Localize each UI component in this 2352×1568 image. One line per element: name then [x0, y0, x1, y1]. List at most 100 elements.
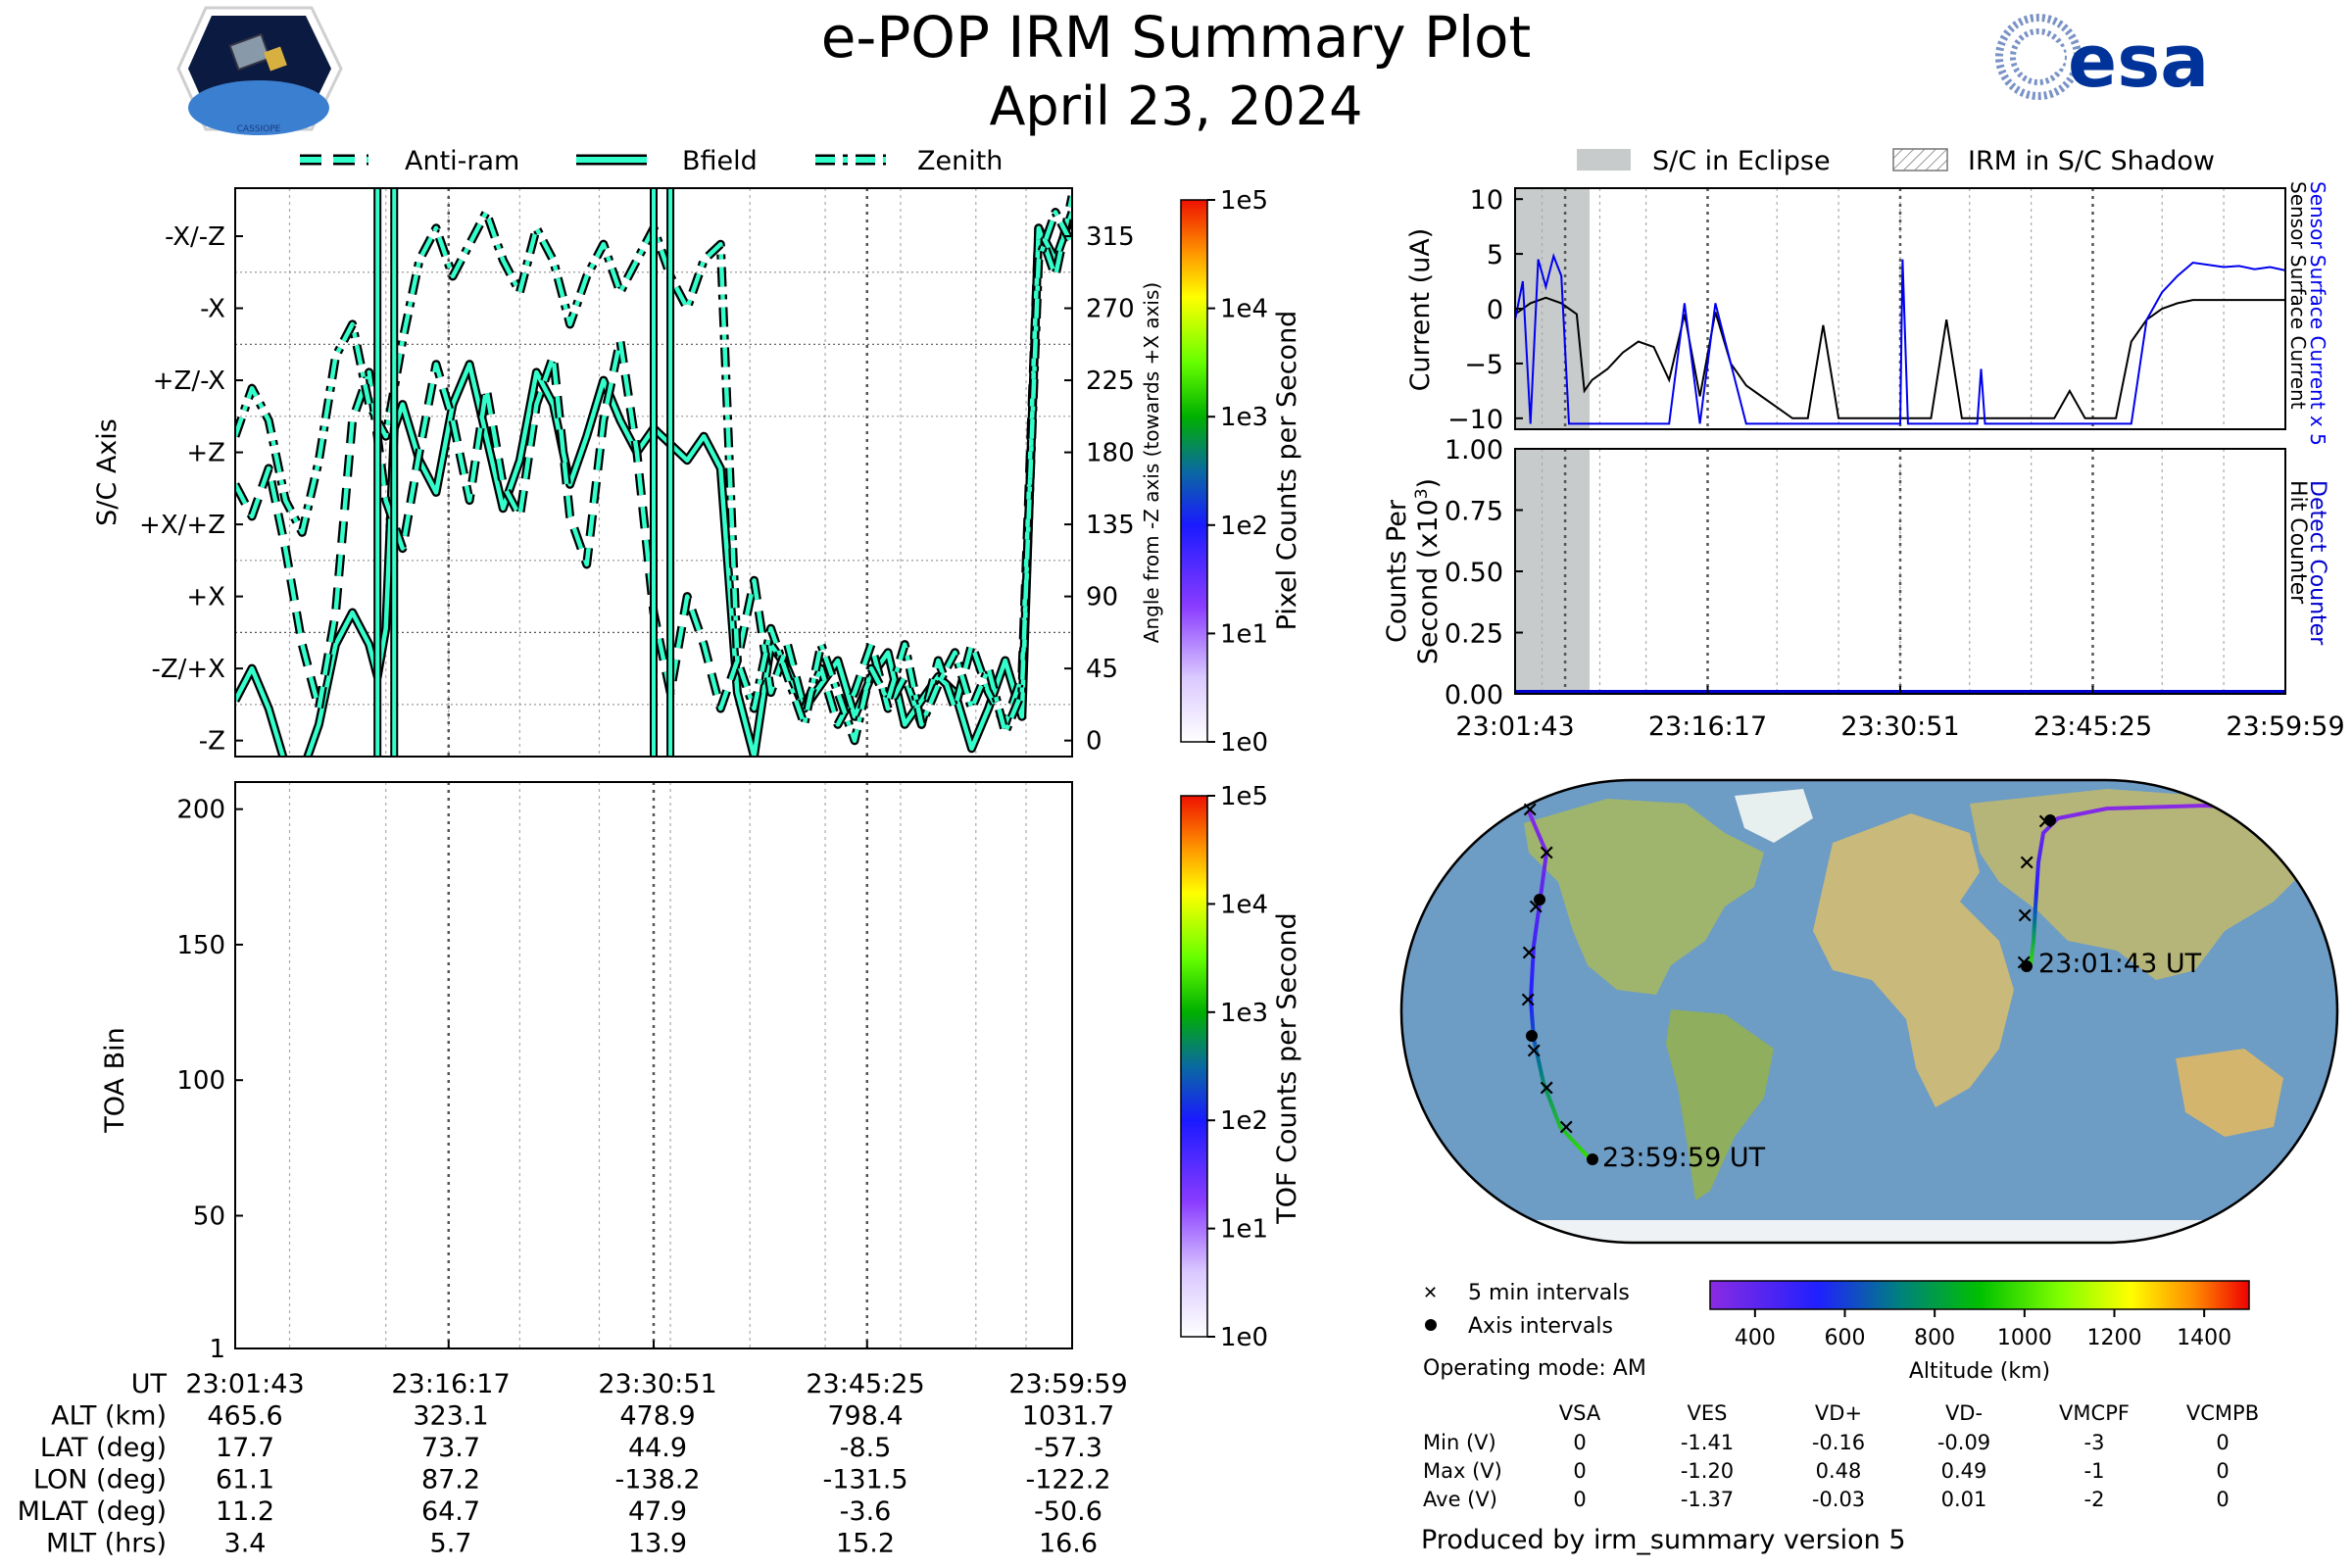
voltage-cell: 0 [1573, 1431, 1586, 1454]
eph-cell: 13.9 [628, 1529, 687, 1559]
legend-zenith: Zenith [917, 146, 1003, 176]
voltage-cell: 0 [2216, 1431, 2229, 1454]
sc-axis-left-tick: +Z/-X [153, 367, 225, 396]
legend-bfield: Bfield [682, 146, 758, 176]
dot-marker-icon [1587, 1153, 1598, 1165]
voltage-cell: 0 [2216, 1488, 2229, 1511]
eph-cell: 87.2 [421, 1465, 480, 1495]
pixel-colorbar: 1e5 1e4 1e3 1e2 1e1 1e0 Pixel Counts per Seco… [1180, 186, 1302, 758]
counts-xtick: 23:16:17 [1648, 711, 1767, 742]
current-tick: 5 [1487, 240, 1503, 270]
voltage-cell: -0.03 [1812, 1488, 1865, 1511]
sc-axis-ylabel: S/C Axis [92, 418, 122, 526]
eph-row-label: LAT (deg) [40, 1433, 167, 1463]
voltage-cell: 0.48 [1816, 1459, 1862, 1483]
esa-logo: esa [1995, 14, 2209, 104]
eph-cell: -57.3 [1034, 1433, 1102, 1463]
voltage-header: VSA [1559, 1401, 1601, 1425]
current-ylabel: Current (uA) [1405, 228, 1436, 392]
voltage-table: VSA VES VD+ VD- VMCPF VCMPB Min (V) 0 -1.41 -0.16… [1423, 1401, 2259, 1511]
counts-tick: 0.50 [1445, 558, 1503, 588]
toa-tick: 50 [193, 1201, 225, 1231]
toa-tick: 150 [176, 931, 225, 960]
voltage-header: VMCPF [2059, 1401, 2130, 1425]
esa-logo-text: esa [2068, 20, 2209, 104]
voltage-cell: -1.37 [1681, 1488, 1734, 1511]
voltage-cell: 0.01 [1941, 1488, 1987, 1511]
current-trace-black [1515, 296, 2285, 419]
voltage-header: VES [1688, 1401, 1728, 1425]
eph-cell: 16.6 [1039, 1529, 1098, 1559]
voltage-row-label: Ave (V) [1423, 1488, 1497, 1511]
africa-europe [1813, 813, 2014, 1107]
current-ticks: 10 5 0 −5 −10 [1447, 185, 1523, 435]
sc-axis-left-tick: +X/+Z [139, 511, 225, 540]
counts-ylabel-sup: 3 [1412, 488, 1432, 499]
eph-row-label: MLT (hrs) [46, 1529, 167, 1559]
toa-ylabel: TOA Bin [100, 1027, 130, 1133]
cross-marker-icon: ✕ [2018, 852, 2035, 876]
eph-cell: 17.7 [216, 1433, 274, 1463]
altitude-tick: 400 [1735, 1326, 1776, 1350]
eph-cell: 44.9 [628, 1433, 687, 1463]
altitude-tick: 1000 [1997, 1326, 2052, 1350]
eph-cell: 23:45:25 [806, 1369, 924, 1399]
counts-tick: 0.75 [1445, 497, 1503, 527]
sc-axis-ticks: -X/-Z 315 -X 270 +Z/-X 225 +Z 180 +X/+Z 135 +X 90 -Z… [139, 222, 1135, 757]
sc-axis-left-tick: -X [200, 295, 225, 324]
sc-axis-traces [235, 188, 1072, 757]
toa-tick: 1 [209, 1335, 225, 1364]
map-start-label: 23:01:43 UT [2038, 949, 2202, 979]
pixel-colorbar-tick: 1e5 [1220, 186, 1268, 216]
tof-colorbar-tick: 1e3 [1220, 999, 1268, 1028]
eph-cell: -122.2 [1025, 1465, 1110, 1495]
south-america [1666, 1009, 1774, 1200]
asia [1970, 789, 2323, 980]
voltage-row-label: Max (V) [1423, 1459, 1502, 1483]
voltage-header: VCMPB [2186, 1401, 2259, 1425]
cross-marker-icon: ✕ [1538, 842, 1555, 866]
north-america [1524, 799, 1764, 995]
altitude-tick: 600 [1825, 1326, 1866, 1350]
current-grid [1541, 188, 2225, 429]
cross-marker-icon: ✕ [1521, 799, 1539, 823]
altitude-colorbar: 400 600 800 1000 1200 1400 Altitude (km) [1709, 1280, 2250, 1384]
legend-shadow: IRM in S/C Shadow [1968, 146, 2215, 176]
voltage-header: VD+ [1815, 1401, 1862, 1425]
eclipse-region [1515, 188, 1590, 429]
toa-panel: 200 150 100 50 1 TOA Bin [100, 781, 1073, 1364]
counts-tick: 0.00 [1445, 680, 1503, 710]
eph-row-label: LON (deg) [33, 1465, 167, 1495]
sc-axis-right-tick: 135 [1086, 511, 1135, 540]
pixel-colorbar-tick: 1e4 [1220, 295, 1268, 324]
eph-cell: 23:01:43 [185, 1369, 304, 1399]
sc-axis-left-tick: -X/-Z [165, 222, 225, 252]
voltage-cell: -0.16 [1812, 1431, 1865, 1454]
current-tick: −10 [1447, 405, 1503, 435]
current-traces [1515, 253, 2285, 425]
eph-cell: 323.1 [413, 1401, 488, 1432]
antarctica [1401, 1220, 2337, 1243]
pixel-colorbar-label: Pixel Counts per Second [1272, 311, 1302, 631]
eph-row-label: MLAT (deg) [18, 1496, 167, 1527]
tof-colorbar-tick: 1e4 [1220, 890, 1268, 919]
dot-marker-icon [1425, 1319, 1437, 1331]
cross-marker-icon: ✕ [2016, 905, 2034, 929]
voltage-cell: -2 [2084, 1488, 2105, 1511]
legend-5min: 5 min intervals [1468, 1281, 1630, 1305]
eph-cell: 3.4 [224, 1529, 267, 1559]
counts-grid [1541, 449, 2225, 694]
eph-cell: -3.6 [840, 1496, 892, 1527]
footer: Produced by irm_summary version 5 [1421, 1525, 1906, 1555]
voltage-cell: -1.41 [1681, 1431, 1734, 1454]
legend-axis: Axis intervals [1468, 1314, 1613, 1339]
eph-cell: -8.5 [840, 1433, 892, 1463]
sc-axis-panel: -X/-Z 315 -X 270 +Z/-X 225 +Z 180 +X/+Z 135 +X 90 -Z… [92, 187, 1163, 758]
counts-right-label-black: Hit Counter [2285, 480, 2310, 605]
toa-tick: 200 [176, 796, 225, 825]
voltage-cell: 0 [1573, 1488, 1586, 1511]
tof-colorbar-tick: 1e2 [1220, 1106, 1268, 1136]
sc-axis-left-tick: -Z [199, 727, 225, 757]
counts-ylabel-2: Second (x10 [1413, 499, 1444, 664]
